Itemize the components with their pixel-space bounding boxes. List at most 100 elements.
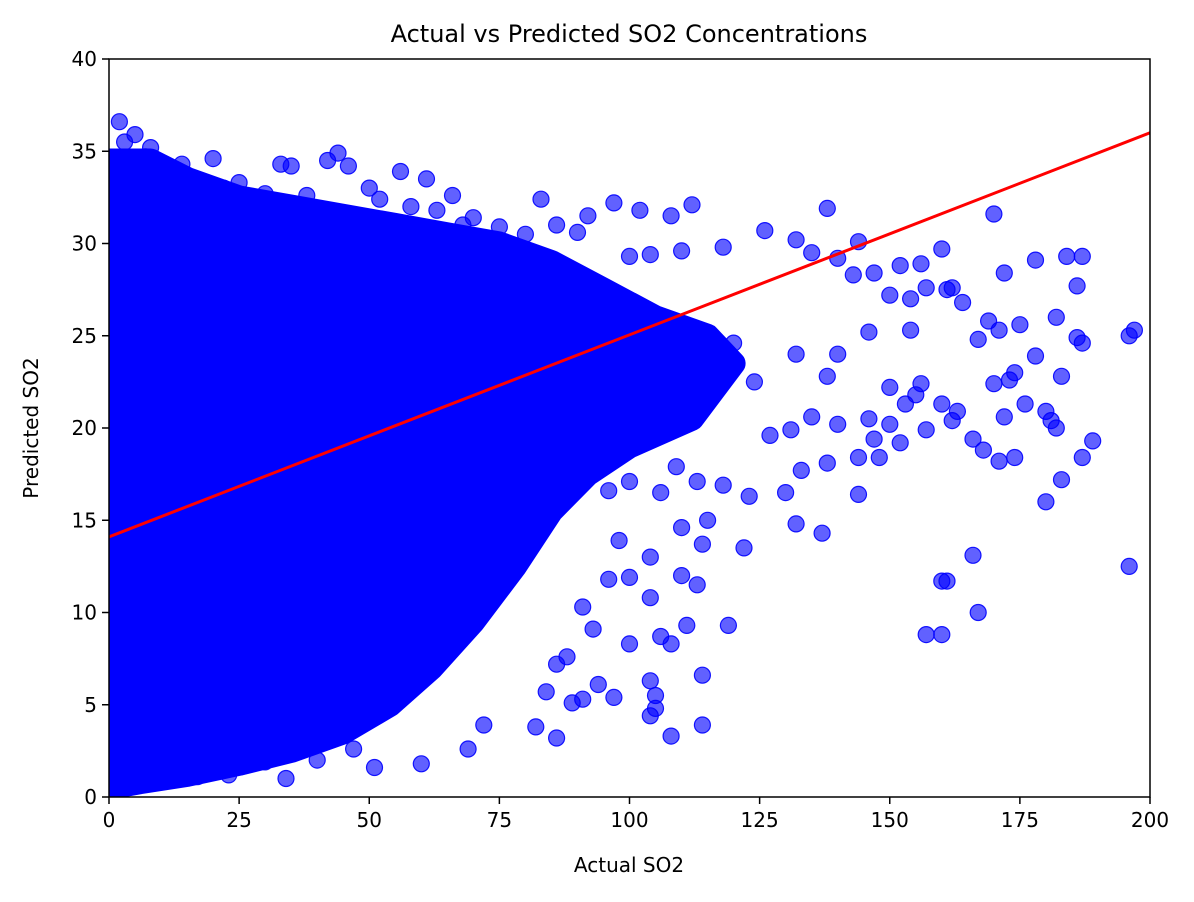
scatter-point xyxy=(792,461,810,479)
scatter-point xyxy=(345,740,363,758)
scatter-point xyxy=(683,196,701,214)
scatter-point xyxy=(860,323,878,341)
y-tick-label: 0 xyxy=(84,785,97,809)
scatter-point xyxy=(714,476,732,494)
scatter-point xyxy=(1120,557,1138,576)
scatter-point xyxy=(787,515,805,533)
scatter-point xyxy=(329,144,347,162)
scatter-point xyxy=(813,524,831,542)
scatter-point xyxy=(698,511,717,529)
scatter-point xyxy=(1016,395,1034,413)
scatter-point xyxy=(693,666,712,684)
scatter-point xyxy=(282,157,300,175)
scatter-point xyxy=(1006,448,1024,467)
x-tick-label: 200 xyxy=(1131,808,1169,832)
data-points xyxy=(109,113,1144,791)
scatter-point xyxy=(339,157,357,175)
scatter-point xyxy=(454,216,472,234)
scatter-point xyxy=(391,162,410,181)
scatter-point xyxy=(1052,471,1071,489)
scatter-point xyxy=(818,454,836,472)
scatter-point xyxy=(147,773,165,791)
scatter-point xyxy=(574,690,592,708)
scatter-point xyxy=(938,572,956,590)
scatter-point xyxy=(1047,308,1065,326)
scatter-point xyxy=(881,378,899,396)
scatter-point xyxy=(829,345,847,363)
scatter-point xyxy=(844,266,862,284)
scatter-point xyxy=(620,568,639,587)
scatter-point xyxy=(360,179,378,197)
scatter-point xyxy=(547,216,566,234)
scatter-point xyxy=(943,412,961,430)
scatter-point xyxy=(756,222,774,240)
scatter-point xyxy=(667,458,685,476)
scatter-point xyxy=(719,616,738,635)
scatter-point xyxy=(1068,277,1086,295)
scatter-point xyxy=(803,244,821,262)
scatter-point xyxy=(896,395,915,413)
scatter-point xyxy=(188,768,207,786)
scatter-point xyxy=(761,426,779,444)
scatter-point xyxy=(933,240,951,258)
scatter-point xyxy=(662,635,680,653)
scatter-point xyxy=(131,766,149,784)
y-tick-label: 25 xyxy=(72,324,97,348)
scatter-point xyxy=(964,430,982,448)
scatter-point xyxy=(646,699,665,718)
y-axis-label: Predicted SO2 xyxy=(19,357,43,498)
y-tick-label: 20 xyxy=(72,416,97,440)
scatter-point xyxy=(881,415,899,433)
scatter-point xyxy=(1073,334,1091,352)
scatter-point xyxy=(1026,251,1045,269)
scatter-point xyxy=(230,174,248,192)
scatter-point xyxy=(974,441,993,459)
x-tick-label: 0 xyxy=(103,808,116,832)
scatter-point xyxy=(735,539,753,557)
scatter-point xyxy=(589,675,607,694)
scatter-point xyxy=(803,408,821,426)
scatter-point xyxy=(1058,247,1076,265)
scatter-point xyxy=(995,264,1013,282)
scatter-point xyxy=(168,762,186,780)
x-tick-label: 50 xyxy=(357,808,382,832)
scatter-point xyxy=(865,430,883,448)
scatter-point xyxy=(818,199,836,217)
scatter-point xyxy=(1000,371,1019,389)
scatter-point xyxy=(256,753,274,771)
scatter-point xyxy=(693,716,712,734)
scatter-point xyxy=(402,198,420,216)
scatter-point xyxy=(901,321,920,339)
y-tick-label: 15 xyxy=(72,508,97,532)
scatter-point xyxy=(527,718,545,736)
scatter-point xyxy=(516,225,535,243)
scatter-point xyxy=(579,207,597,225)
dense-point-cloud xyxy=(109,148,746,797)
scatter-point xyxy=(204,150,222,168)
scatter-point xyxy=(417,170,436,188)
scatter-point xyxy=(547,655,566,673)
scatter-point xyxy=(277,769,295,788)
scatter-point xyxy=(652,484,670,502)
scatter-point xyxy=(688,472,706,491)
scatter-point xyxy=(256,185,274,203)
scatter-point xyxy=(672,566,691,585)
x-axis: 0 25 50 75 100 125 150 175 200 xyxy=(103,797,1169,832)
scatter-point xyxy=(688,576,706,594)
scatter-point xyxy=(631,201,649,219)
scatter-point xyxy=(152,164,170,182)
scatter-point xyxy=(490,218,508,236)
scatter-point xyxy=(995,408,1013,426)
scatter-point xyxy=(110,113,129,131)
scatter-point xyxy=(620,635,639,653)
scatter-point xyxy=(371,190,389,208)
scatter-point xyxy=(969,603,987,622)
scatter-point xyxy=(985,375,1003,393)
scatter-point xyxy=(917,421,935,439)
scatter-point xyxy=(787,231,805,249)
x-tick-label: 100 xyxy=(610,808,648,832)
scatter-point xyxy=(990,452,1008,470)
y-tick-label: 5 xyxy=(84,693,97,717)
scatter-point xyxy=(537,683,555,701)
